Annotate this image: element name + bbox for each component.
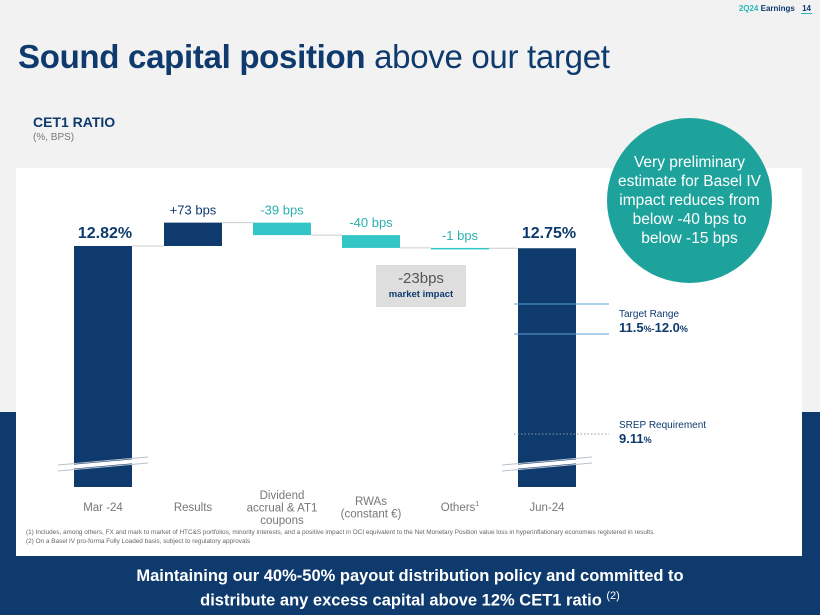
bar-label-mar-24: 12.82% <box>78 225 132 242</box>
axis-break-gap-0 <box>57 458 149 470</box>
title-bold: Sound capital position <box>18 38 366 75</box>
page-title: Sound capital position above our target <box>18 38 610 76</box>
bar-label-jun-24: 12.75% <box>522 225 576 242</box>
bar-label-dividend: -39 bps <box>260 203 304 218</box>
axis-break-line-b-0 <box>57 462 149 472</box>
title-regular: above our target <box>365 38 610 75</box>
axis-break-line-b-5 <box>501 462 593 472</box>
footnotes: (1) Includes, among others, FX and mark … <box>26 528 796 546</box>
footnote-1: (1) Includes, among others, FX and mark … <box>26 529 656 536</box>
category-superscript-others: 1 <box>475 501 479 508</box>
axis-break-line-a-0 <box>57 456 149 466</box>
axis-break-line-a-5 <box>501 456 593 466</box>
category-label-dividend-2: accrual & AT1 <box>247 503 318 515</box>
category-label-dividend-1: Dividend <box>260 490 305 502</box>
page-header-tag: 2Q24 Earnings 14 <box>738 4 812 14</box>
chart-title: CET1 RATIO <box>33 114 116 130</box>
category-label-results: Results <box>174 502 213 514</box>
bar-dividend <box>253 222 311 236</box>
target-range-value: 11.5%-12.0% <box>619 320 688 335</box>
bar-label-rwas: -40 bps <box>349 215 393 230</box>
bar-label-others: -1 bps <box>442 228 479 243</box>
bar-mar-24 <box>74 246 132 487</box>
header-section: Earnings <box>760 4 795 13</box>
bar-rwas <box>342 235 400 248</box>
header-brand: 2Q24 <box>738 4 759 13</box>
target-range-label: Target Range <box>619 309 680 320</box>
basel-iv-callout: Very preliminary estimate for Basel IV i… <box>607 118 772 283</box>
category-label-rwas-1: RWAs <box>355 496 387 508</box>
chart-subtitle: (%, BPS) <box>33 132 75 143</box>
market-impact-box: -23bps market impact <box>376 265 466 307</box>
market-impact-label: market impact <box>388 289 454 300</box>
bar-others <box>431 247 489 250</box>
basel-iv-text: Very preliminary estimate for Basel IV i… <box>617 154 761 247</box>
bar-label-results: +73 bps <box>170 203 217 218</box>
category-label-jun-24: Jun-24 <box>529 502 565 514</box>
page-number: 14 <box>801 4 812 14</box>
footnote-2: (2) On a Basel IV pro-forma Fully Loaded… <box>26 538 251 545</box>
bottom-message: Maintaining our 40%-50% payout distribut… <box>0 566 820 611</box>
category-label-rwas-2: (constant €) <box>341 509 402 521</box>
srep-value: 9.11% <box>619 431 652 446</box>
bottom-message-line1: Maintaining our 40%-50% payout distribut… <box>136 567 684 585</box>
category-label-mar-24: Mar -24 <box>83 502 123 514</box>
market-impact-value: -23bps <box>398 270 444 287</box>
bar-results <box>164 222 222 246</box>
category-label-dividend-3: coupons <box>260 515 304 527</box>
bottom-message-line2: distribute any excess capital above 12% … <box>200 590 620 610</box>
category-label-others: Others1 <box>441 501 480 514</box>
axis-break-gap-5 <box>501 458 593 470</box>
srep-label: SREP Requirement <box>619 420 707 431</box>
bar-jun-24 <box>518 248 576 487</box>
